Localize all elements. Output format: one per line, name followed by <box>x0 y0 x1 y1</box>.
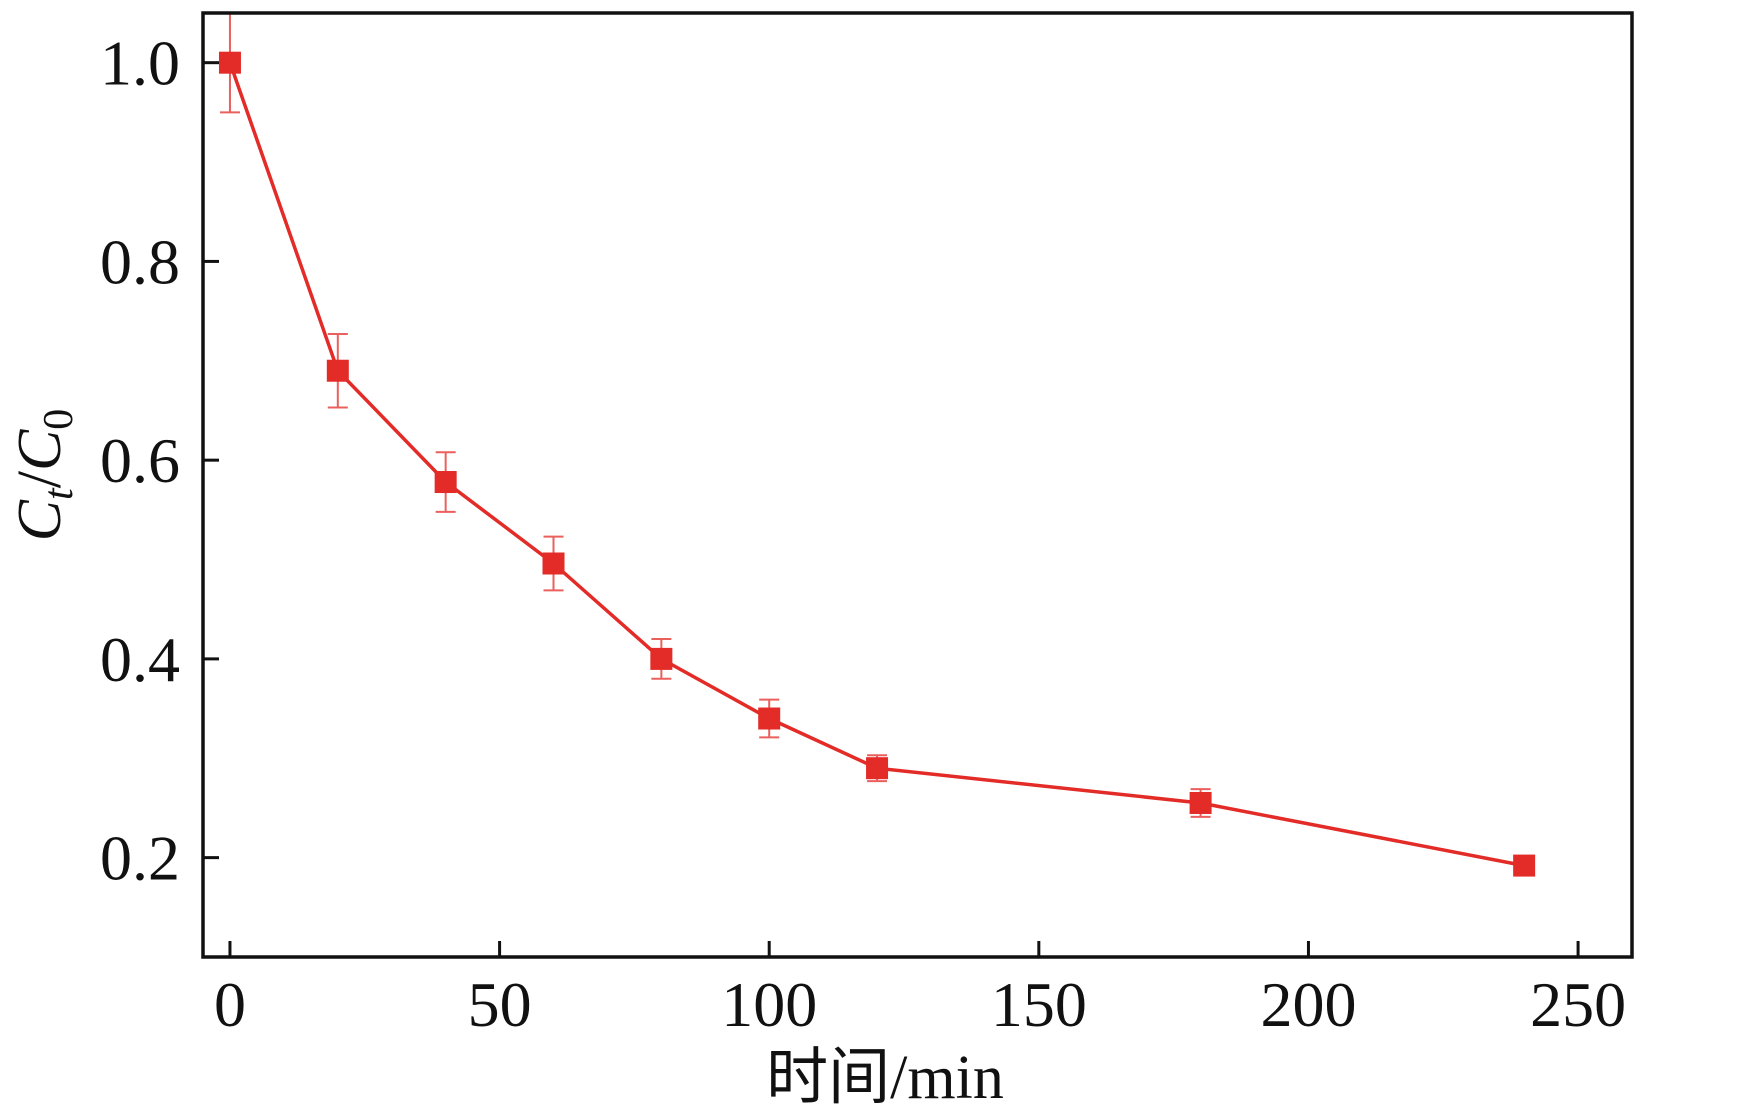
x-tick-label: 150 <box>991 969 1087 1040</box>
y-axis-label-sub1: t <box>36 487 82 500</box>
chart-marks <box>218 12 1536 877</box>
x-tick-label: 50 <box>468 969 532 1040</box>
x-tick-label: 250 <box>1530 969 1626 1040</box>
axis-ticks: 0 50 100 150 200 250 0.2 0.4 0.6 0.8 1.0 <box>100 28 1626 1040</box>
y-axis-label-sub2: 0 <box>36 409 82 430</box>
data-point <box>650 647 673 670</box>
y-tick-label: 0.4 <box>100 624 180 695</box>
x-tick-label: 0 <box>214 969 246 1040</box>
plot-frame <box>201 11 1634 959</box>
data-point <box>1513 854 1536 877</box>
data-point <box>326 359 349 382</box>
y-tick-label: 0.8 <box>100 226 180 297</box>
x-axis-label: 时间/min <box>766 1044 1004 1112</box>
data-point <box>434 471 457 494</box>
x-tick-label: 200 <box>1260 969 1356 1040</box>
y-tick-label: 1.0 <box>100 28 180 99</box>
data-point <box>866 757 889 780</box>
data-point <box>542 552 565 575</box>
y-axis-label-slash: / <box>6 470 74 488</box>
y-tick-label: 0.2 <box>100 823 180 894</box>
data-point <box>218 51 241 74</box>
y-tick-label: 0.6 <box>100 425 180 496</box>
y-axis-label-c1: C <box>6 499 74 541</box>
series-line <box>228 62 1525 868</box>
y-axis-label: Ct/C0 <box>6 409 82 542</box>
x-tick-label: 100 <box>721 969 817 1040</box>
data-point <box>758 707 781 730</box>
data-point <box>1189 791 1212 814</box>
y-axis-label-c2: C <box>6 429 74 471</box>
